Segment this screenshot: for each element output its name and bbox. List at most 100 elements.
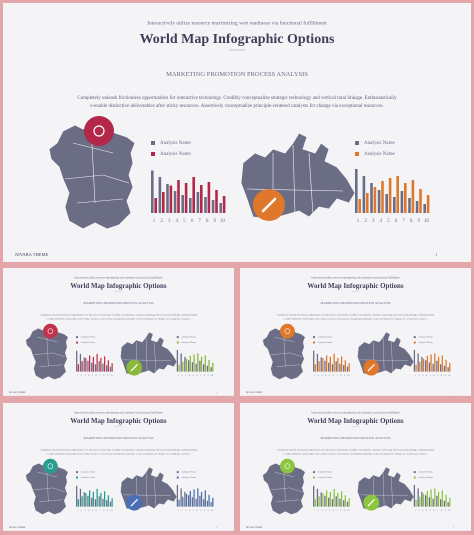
footer-brand: NIVARA THEME bbox=[246, 391, 263, 394]
x-tick-label: 5 bbox=[329, 374, 331, 377]
x-tick-label: 4 bbox=[380, 219, 383, 224]
bar bbox=[181, 195, 184, 213]
icon-circle bbox=[84, 116, 114, 146]
subtitle: Interactively utilize resource maximizin… bbox=[74, 276, 163, 279]
region-border bbox=[289, 487, 303, 492]
x-tick-label: 2 bbox=[318, 509, 320, 512]
paragraph-box: Completely unleash frictionless opportun… bbox=[77, 96, 397, 109]
x-tick-label: 4 bbox=[426, 374, 428, 377]
bar bbox=[428, 362, 431, 372]
bar bbox=[393, 197, 396, 213]
bar bbox=[419, 361, 421, 372]
bar bbox=[318, 496, 320, 507]
x-tick-label: 5 bbox=[92, 374, 94, 377]
icon-glyph bbox=[367, 364, 375, 372]
subtitle: Interactively utilize resource maximizin… bbox=[147, 19, 327, 26]
icon-glyph bbox=[261, 197, 277, 213]
region-border bbox=[276, 364, 300, 367]
title: World Map Infographic Options bbox=[70, 283, 166, 290]
bar bbox=[222, 196, 226, 213]
legend-swatch bbox=[355, 141, 359, 145]
paragraph-box: Completely unleash frictionless opportun… bbox=[277, 314, 435, 320]
slide: Interactively utilize resource maximizin… bbox=[3, 403, 234, 531]
bar bbox=[424, 360, 427, 372]
x-tick-label: 9 bbox=[445, 509, 447, 512]
bar bbox=[94, 364, 97, 372]
x-tick-label: 2 bbox=[181, 374, 183, 377]
bar bbox=[94, 499, 97, 507]
x-tick-label: 6 bbox=[191, 219, 194, 224]
legend-swatch bbox=[313, 341, 316, 344]
bar bbox=[87, 495, 89, 507]
icon-circle bbox=[42, 323, 58, 339]
bar bbox=[208, 494, 210, 507]
x-tick-label: 8 bbox=[441, 509, 443, 512]
x-tick-label: 5 bbox=[430, 509, 432, 512]
x-tick-label: 5 bbox=[92, 509, 94, 512]
paragraph: Completely unleash frictionless opportun… bbox=[77, 96, 397, 109]
x-tick-label: 3 bbox=[372, 219, 375, 224]
legend-swatch bbox=[313, 476, 316, 479]
bar bbox=[79, 353, 82, 372]
bar bbox=[103, 491, 106, 507]
bar bbox=[83, 357, 85, 372]
bar bbox=[434, 488, 436, 507]
legend-label: Analysis Name bbox=[80, 471, 95, 474]
x-tick-label: 9 bbox=[214, 219, 217, 224]
bar bbox=[339, 498, 341, 507]
region-border bbox=[390, 477, 394, 508]
bar bbox=[430, 489, 432, 507]
bar bbox=[440, 499, 442, 507]
bar bbox=[331, 499, 334, 507]
region-border bbox=[274, 336, 295, 343]
region-border bbox=[123, 494, 171, 496]
legend-label: Analysis Name bbox=[181, 476, 196, 479]
region-border bbox=[360, 359, 408, 361]
paragraph: Completely unleash frictionless opportun… bbox=[276, 448, 435, 456]
bar bbox=[111, 363, 113, 372]
bar bbox=[162, 192, 165, 213]
bar bbox=[447, 367, 449, 372]
x-tick-label: 10 bbox=[211, 374, 214, 377]
bar bbox=[185, 358, 188, 372]
bar bbox=[79, 488, 82, 507]
bar bbox=[206, 500, 209, 507]
legend-swatch bbox=[176, 471, 179, 474]
x-tick-label: 4 bbox=[176, 219, 179, 224]
legend-label: Analysis Name bbox=[364, 141, 395, 146]
bar bbox=[324, 360, 326, 372]
bar bbox=[88, 355, 91, 372]
x-tick-label: 6 bbox=[96, 509, 98, 512]
legend-swatch bbox=[413, 476, 416, 479]
bar bbox=[178, 499, 180, 507]
bar bbox=[88, 490, 91, 507]
legend-label: Analysis Name bbox=[317, 471, 332, 474]
bar bbox=[337, 492, 339, 507]
bar bbox=[428, 497, 431, 507]
bar bbox=[109, 366, 112, 372]
section-box: MARKETING PROMOTION PROCESS ANALYSIS bbox=[320, 437, 390, 440]
region-border bbox=[270, 352, 290, 356]
x-tick-label: 3 bbox=[422, 509, 424, 512]
legend-label: Analysis Name bbox=[80, 341, 95, 344]
bar bbox=[324, 495, 326, 507]
bar bbox=[180, 488, 182, 507]
bar bbox=[320, 492, 322, 507]
bar bbox=[314, 499, 317, 507]
x-tick-label: 10 bbox=[347, 374, 350, 377]
bar bbox=[103, 356, 106, 372]
icon-glyph bbox=[47, 463, 54, 469]
icon-glyph bbox=[130, 499, 138, 507]
bar bbox=[196, 192, 200, 213]
bar bbox=[178, 364, 180, 372]
region-border bbox=[145, 473, 148, 507]
bar bbox=[328, 362, 330, 372]
bar bbox=[408, 198, 411, 213]
x-tick-label: 3 bbox=[321, 374, 323, 377]
bar bbox=[343, 365, 345, 372]
bar bbox=[102, 363, 104, 372]
legend-label: Analysis Name bbox=[80, 336, 95, 339]
region-border bbox=[390, 342, 394, 373]
bar bbox=[424, 495, 427, 507]
bar bbox=[173, 191, 177, 213]
